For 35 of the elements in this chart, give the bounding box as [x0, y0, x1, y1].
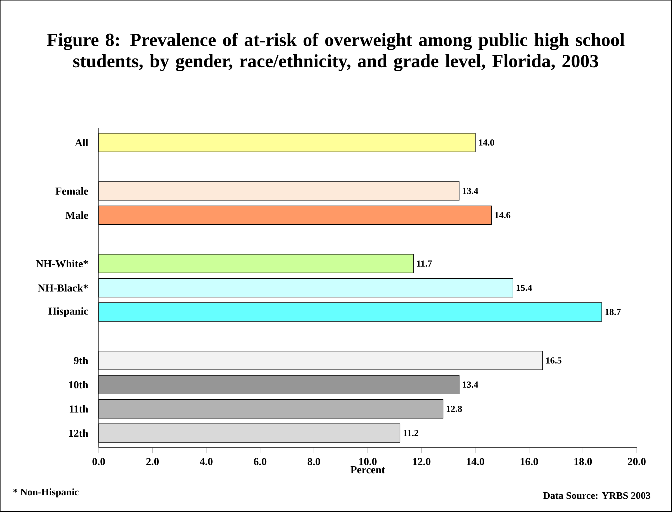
y-tick-label: NH-Black* — [38, 284, 88, 292]
x-axis-title: Percent — [350, 466, 386, 474]
y-tick-label: NH-White* — [36, 260, 88, 268]
data-label: 14.0 — [479, 140, 494, 146]
x-tick-label: 8.0 — [308, 458, 320, 466]
data-label: 12.8 — [446, 406, 462, 412]
y-tick-label: Female — [56, 187, 88, 195]
y-tick-label: Hispanic — [48, 307, 88, 317]
x-tick-label: 0.0 — [92, 458, 106, 466]
x-tick-label: 10.0 — [360, 458, 377, 466]
x-tick-label: 2.0 — [146, 458, 159, 466]
data-label: 15.4 — [516, 284, 532, 292]
x-tick-label: 18.0 — [574, 458, 592, 466]
x-tick-label: 14.0 — [467, 458, 484, 466]
y-tick-label: 9th — [74, 356, 88, 364]
source-note: Data Source: YRBS 2003 — [543, 492, 651, 500]
text: * Non-Hispanic — [13, 488, 79, 498]
data-label: 16.5 — [546, 357, 562, 364]
data-label: 11.2 — [404, 430, 419, 436]
data-label: 18.7 — [606, 309, 621, 316]
x-tick-label: 20.0 — [628, 458, 646, 466]
data-label: 14.6 — [495, 212, 511, 218]
x-tick-label: 6.0 — [254, 458, 267, 466]
y-tick-label: All — [75, 139, 88, 146]
x-tick-label: 12.0 — [413, 458, 431, 466]
y-tick-label: 12th — [69, 430, 88, 437]
x-tick-label: 16.0 — [520, 458, 538, 466]
x-tick-label: 4.0 — [200, 458, 213, 466]
y-tick-label: 11th — [70, 405, 88, 413]
chart-title: Figure 8: Prevalence of at-risk of overweight among public high school students, by gender, race/ethnicity, and grade level, Florida, 2003 — [47, 33, 625, 72]
data-label: 13.4 — [463, 188, 478, 194]
y-tick-label: 10th — [69, 381, 88, 389]
y-tick-label: Male — [66, 212, 88, 220]
data-label: 11.7 — [417, 260, 432, 267]
data-label: 13.4 — [463, 382, 478, 388]
